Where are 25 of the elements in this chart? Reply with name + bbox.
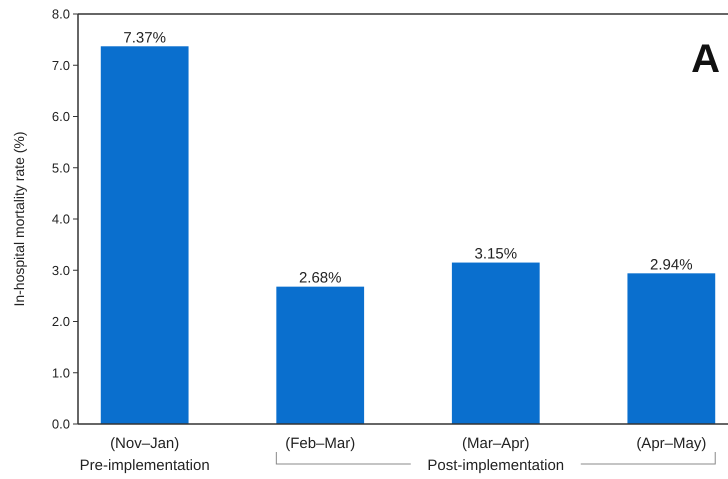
data-label: 2.94% xyxy=(650,256,693,274)
y-tick-label: 4.0 xyxy=(52,212,70,227)
y-tick-label: 7.0 xyxy=(52,58,70,73)
data-label: 2.68% xyxy=(298,270,342,287)
y-axis-title: In-hospital mortality rate (%) xyxy=(11,131,27,307)
bar xyxy=(452,262,540,424)
data-label: 7.37% xyxy=(123,29,166,46)
x-tick-label: (Nov–Jan) xyxy=(110,435,180,452)
data-label: 3.15% xyxy=(474,246,518,263)
text: Pre-implementation xyxy=(80,457,210,474)
bar xyxy=(627,273,716,424)
y-tick-label: 1.0 xyxy=(52,365,70,380)
y-tick-label: 2.0 xyxy=(52,314,70,330)
text: Post-implementation xyxy=(427,457,564,474)
bar xyxy=(276,286,364,424)
bar xyxy=(100,46,189,424)
x-tick-label: (Feb–Mar) xyxy=(285,435,356,452)
y-tick-label: 3.0 xyxy=(52,262,70,278)
annotation: A xyxy=(691,37,720,81)
y-tick-label: 8.0 xyxy=(52,6,70,22)
y-tick-label: 0.0 xyxy=(52,416,70,432)
x-tick-label: (Mar–Apr) xyxy=(462,435,530,452)
y-tick-label: 6.0 xyxy=(52,109,70,124)
x-tick-label: (Apr–May) xyxy=(636,435,706,452)
y-tick-label: 5.0 xyxy=(52,160,70,176)
